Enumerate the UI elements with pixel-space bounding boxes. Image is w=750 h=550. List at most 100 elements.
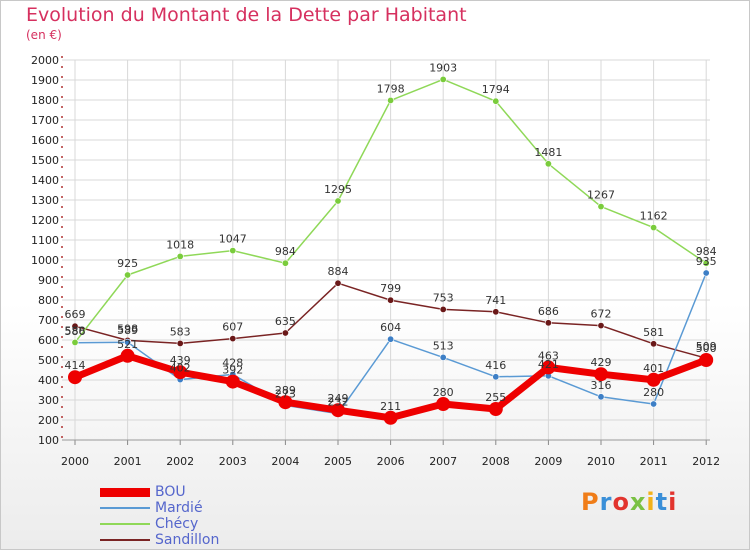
data-label: 1794	[482, 83, 510, 96]
legend-swatch-checy	[100, 523, 150, 525]
y-tick-label: 2000	[31, 54, 59, 67]
y-tick-label: 1500	[31, 154, 59, 167]
data-point-sandillon	[334, 279, 342, 287]
data-label: 669	[65, 308, 86, 321]
y-tick-label: 800	[38, 294, 59, 307]
data-label: 1295	[324, 183, 352, 196]
y-tick-label: 600	[38, 334, 59, 347]
data-label: 1481	[534, 146, 562, 159]
chart-title: Evolution du Montant de la Dette par Hab…	[26, 4, 467, 26]
data-label: 583	[170, 325, 191, 338]
data-point-bou	[225, 374, 240, 389]
data-label: 509	[696, 340, 717, 353]
data-point-checy	[124, 271, 132, 279]
data-point-bou	[594, 367, 608, 382]
data-label: 428	[222, 356, 243, 369]
x-tick-label: 2010	[587, 455, 615, 468]
y-tick-label: 500	[38, 354, 59, 367]
data-label: 416	[485, 359, 506, 372]
data-point-sandillon	[597, 322, 605, 330]
x-tick-label: 2012	[692, 455, 720, 468]
y-tick-label: 1700	[31, 114, 59, 127]
data-point-checy	[439, 75, 447, 83]
data-label: 255	[485, 391, 506, 404]
data-label: 598	[117, 322, 138, 335]
y-tick-label: 1900	[31, 74, 59, 87]
data-point-bou	[541, 360, 556, 375]
y-tick-label: 1400	[31, 174, 59, 187]
data-point-checy	[229, 247, 237, 255]
data-label: 316	[591, 379, 612, 392]
data-label: 232	[328, 396, 349, 409]
x-tick-label: 2008	[482, 455, 510, 468]
legend-item-bou: BOU	[100, 484, 300, 500]
logo-letter: x	[629, 488, 647, 516]
data-label: 1018	[166, 238, 194, 251]
data-label: 401	[643, 362, 664, 375]
data-point-bou	[278, 395, 293, 410]
legend-label-bou: BOU	[155, 484, 186, 500]
legend-item-sandillon: Sandillon	[100, 532, 300, 548]
data-point-mardie	[124, 338, 132, 346]
data-label: 799	[380, 282, 401, 295]
data-label: 280	[643, 386, 664, 399]
data-label: 884	[328, 265, 349, 278]
y-tick-label: 100	[38, 434, 59, 447]
data-point-bou	[120, 348, 135, 363]
data-label: 402	[170, 362, 191, 375]
data-point-mardie	[492, 373, 500, 381]
x-tick-label: 2005	[324, 455, 352, 468]
data-point-sandillon	[229, 335, 237, 343]
y-tick-label: 1800	[31, 94, 59, 107]
legend-swatch-bou	[100, 487, 150, 497]
proxiti-logo: Proxiti	[581, 488, 677, 516]
data-label: 1267	[587, 189, 615, 202]
data-point-checy	[281, 259, 289, 267]
logo-letter: o	[612, 488, 630, 516]
y-tick-label: 400	[38, 374, 59, 387]
data-label: 439	[170, 354, 191, 367]
data-label: 588	[65, 324, 86, 337]
y-tick-label: 1600	[31, 134, 59, 147]
x-tick-label: 2007	[429, 455, 457, 468]
data-point-checy	[176, 252, 184, 260]
data-point-bou	[383, 410, 398, 425]
legend-swatch-mardie	[100, 507, 150, 509]
legend-label-mardie: Mardié	[155, 500, 203, 516]
data-label: 635	[275, 315, 296, 328]
legend-item-mardie: Mardié	[100, 500, 300, 516]
data-point-sandillon	[544, 319, 552, 327]
y-tick-label: 1300	[31, 194, 59, 207]
y-tick-label: 1200	[31, 214, 59, 227]
data-point-checy	[650, 224, 658, 232]
data-label: 414	[65, 359, 86, 372]
data-point-sandillon	[387, 296, 395, 304]
data-point-sandillon	[650, 340, 658, 348]
data-point-sandillon	[492, 308, 500, 316]
data-label: 273	[275, 387, 296, 400]
y-tick-label: 1000	[31, 254, 59, 267]
data-label: 753	[433, 291, 454, 304]
data-label: 249	[328, 392, 349, 405]
logo-letter: i	[646, 488, 656, 516]
data-label: 604	[380, 321, 401, 334]
legend-swatch-sandillon	[100, 539, 150, 541]
data-point-mardie	[597, 393, 605, 401]
series-layer	[68, 75, 714, 425]
data-point-sandillon	[176, 339, 184, 347]
y-tick-label: 300	[38, 394, 59, 407]
unit-label: (en €)	[26, 28, 62, 42]
data-label: 1903	[429, 61, 457, 74]
legend-item-checy: Chécy	[100, 516, 300, 532]
data-point-bou	[488, 402, 503, 416]
data-point-checy	[387, 96, 395, 104]
data-label: 925	[117, 257, 138, 270]
data-label: 672	[591, 308, 612, 321]
logo-letter: i	[668, 488, 678, 516]
data-point-bou	[68, 370, 82, 385]
data-label: 500	[696, 342, 717, 355]
x-tick-label: 2006	[377, 455, 405, 468]
data-label: 741	[485, 294, 506, 307]
